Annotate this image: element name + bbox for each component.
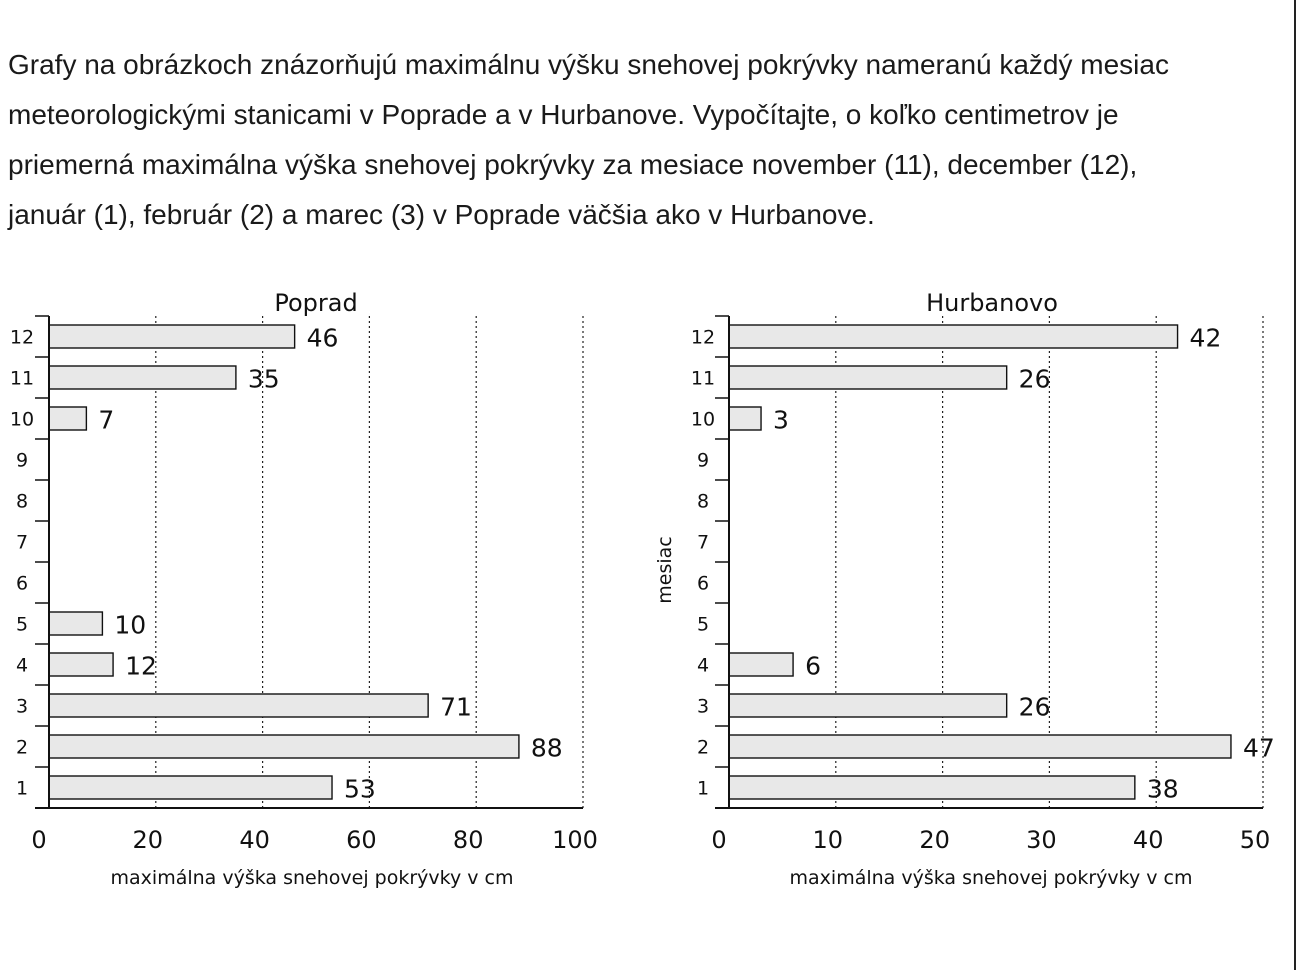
chart2-bar-4 xyxy=(728,652,794,677)
chart2-bar-3 xyxy=(728,693,1008,718)
chart1-x-axis-label: maximálna výška snehovej pokrývky v cm xyxy=(111,867,514,889)
chart1-title: Poprad xyxy=(274,289,357,317)
chart2-category-label-7: 7 xyxy=(697,532,709,554)
chart1-category-label-12: 12 xyxy=(10,327,34,349)
chart2-bar-2 xyxy=(728,734,1232,759)
chart1-data-label-10: 7 xyxy=(98,406,114,435)
chart1-bar-4 xyxy=(48,652,114,677)
task-line-4: január (1), február (2) a marec (3) v Po… xyxy=(8,199,875,230)
chart2-bar-1 xyxy=(728,775,1136,800)
chart2-x-tick-label-3: 30 xyxy=(1026,826,1057,854)
chart2-category-label-6: 6 xyxy=(697,573,709,595)
chart2-category-label-1: 1 xyxy=(697,778,709,800)
chart1-category-label-6: 6 xyxy=(16,573,28,595)
chart1-category-label-7: 7 xyxy=(16,532,28,554)
chart2-x-tick-label-1: 10 xyxy=(813,826,844,854)
chart2-data-label-4: 6 xyxy=(805,652,821,681)
chart1-data-label-3: 71 xyxy=(440,693,472,722)
chart2-category-label-11: 11 xyxy=(691,368,715,390)
chart1-category-label-8: 8 xyxy=(16,491,28,513)
chart2-data-label-10: 3 xyxy=(773,406,789,435)
chart1-category-label-4: 4 xyxy=(16,655,28,677)
chart1-category-label-2: 2 xyxy=(16,737,28,759)
chart2-bar-12 xyxy=(728,324,1179,349)
chart2-bar-10 xyxy=(728,406,762,431)
chart1-data-label-12: 46 xyxy=(307,324,339,353)
chart2-category-label-3: 3 xyxy=(697,696,709,718)
chart1-category-label-3: 3 xyxy=(16,696,28,718)
chart1-bar-10 xyxy=(48,406,88,431)
chart2-x-axis-label: maximálna výška snehovej pokrývky v cm xyxy=(790,867,1193,889)
chart1-bar-2 xyxy=(48,734,520,759)
chart2-data-label-12: 42 xyxy=(1190,324,1222,353)
chart2-category-label-5: 5 xyxy=(697,614,709,636)
task-text: Grafy na obrázkoch znázorňujú maximálnu … xyxy=(8,40,1288,240)
chart2-x-tick-label-4: 40 xyxy=(1133,826,1164,854)
chart2-data-label-3: 26 xyxy=(1019,693,1051,722)
chart1-x-tick-label-4: 80 xyxy=(453,826,484,854)
chart2-category-label-8: 8 xyxy=(697,491,709,513)
chart2-y-axis-label: mesiac xyxy=(654,536,676,603)
chart1-data-label-1: 53 xyxy=(344,775,376,804)
chart2-category-label-2: 2 xyxy=(697,737,709,759)
task-line-3: priemerná maximálna výška snehovej pokrý… xyxy=(8,149,1138,180)
chart1-x-tick-label-0: 0 xyxy=(31,826,46,854)
chart1-bar-12 xyxy=(48,324,296,349)
chart1-x-tick-label-3: 60 xyxy=(346,826,377,854)
chart2-bar-11 xyxy=(728,365,1008,390)
chart2-data-label-1: 38 xyxy=(1147,775,1179,804)
chart1-data-label-5: 10 xyxy=(114,611,146,640)
chart1-category-label-1: 1 xyxy=(16,778,28,800)
chart2-data-label-11: 26 xyxy=(1019,365,1051,394)
chart2-category-label-9: 9 xyxy=(697,450,709,472)
chart1-category-label-5: 5 xyxy=(16,614,28,636)
chart2-x-tick-label-2: 20 xyxy=(919,826,950,854)
chart1-x-tick-label-1: 20 xyxy=(133,826,164,854)
chart2-x-tick-label-5: 50 xyxy=(1240,826,1271,854)
chart2-category-label-12: 12 xyxy=(691,327,715,349)
chart1-category-label-9: 9 xyxy=(16,450,28,472)
chart1-bar-3 xyxy=(48,693,429,718)
chart1-bar-5 xyxy=(48,611,104,636)
chart2-category-label-4: 4 xyxy=(697,655,709,677)
chart1-data-label-4: 12 xyxy=(125,652,157,681)
chart2-category-label-10: 10 xyxy=(691,409,715,431)
page-edge-line xyxy=(1294,0,1296,970)
chart2-data-label-2: 47 xyxy=(1243,734,1275,763)
chart1-bar-11 xyxy=(48,365,237,390)
task-line-2: meteorologickými stanicami v Poprade a v… xyxy=(8,99,1119,130)
task-line-1: Grafy na obrázkoch znázorňujú maximálnu … xyxy=(8,49,1169,80)
chart1-bar-1 xyxy=(48,775,333,800)
chart1-category-label-11: 11 xyxy=(10,368,34,390)
chart1-x-tick-label-2: 40 xyxy=(239,826,270,854)
chart2-title: Hurbanovo xyxy=(926,289,1058,317)
chart2-x-tick-label-0: 0 xyxy=(711,826,726,854)
chart1-data-label-2: 88 xyxy=(531,734,563,763)
chart1-data-label-11: 35 xyxy=(248,365,280,394)
chart1-x-tick-label-5: 100 xyxy=(552,826,598,854)
chart1-category-label-10: 10 xyxy=(10,409,34,431)
